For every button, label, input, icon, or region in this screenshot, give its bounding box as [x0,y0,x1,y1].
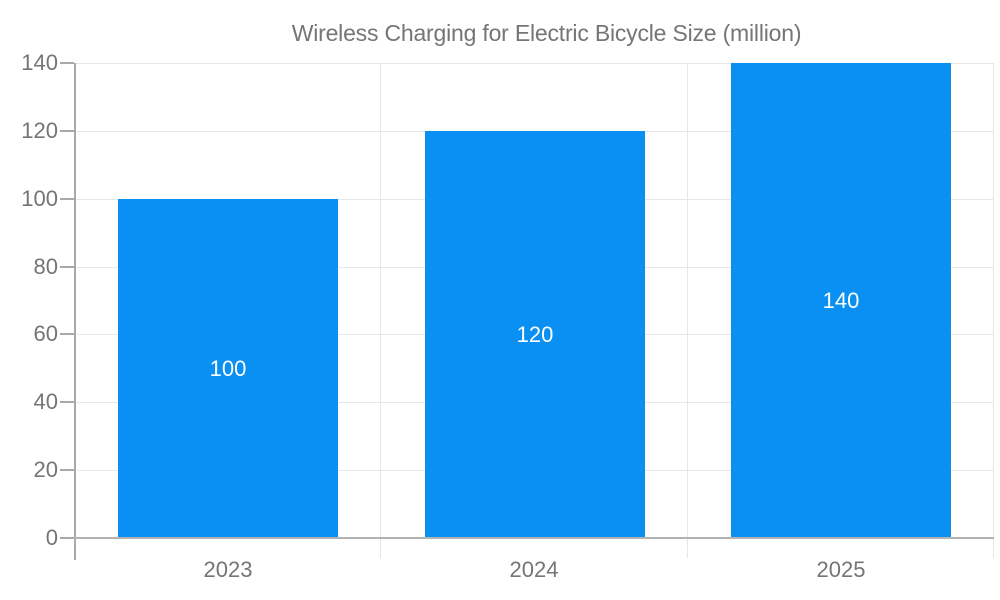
y-axis-line [74,63,76,560]
y-axis-label-80: 80 [33,254,58,279]
bar-2024[interactable]: 120 [425,131,645,538]
y-tick-0 [60,537,74,539]
bar-2025[interactable]: 140 [731,63,951,538]
gridline-y-140 [75,63,994,64]
y-axis-label-0: 0 [45,525,58,550]
gridline-x-2 [687,63,688,558]
y-axis-label-60: 60 [33,321,58,346]
chart-legend[interactable]: Wireless Charging for Electric Bicycle S… [0,20,1000,47]
y-tick-40 [60,401,74,403]
bar-2023[interactable]: 100 [118,199,338,538]
x-axis-label-2025: 2025 [816,557,866,582]
y-axis-label-40: 40 [33,389,58,414]
bar-value-label: 100 [209,356,247,381]
y-tick-80 [60,266,74,268]
x-axis-label-2023: 2023 [203,557,253,582]
y-tick-100 [60,198,74,200]
gridline-x-3 [993,63,994,558]
bar-value-label: 140 [822,288,860,313]
plot-area: 100 120 140 [75,63,994,558]
legend-swatch-icon [199,23,281,45]
bar-value-label: 120 [516,322,554,347]
x-axis-line [60,537,994,539]
x-axis-label-2024: 2024 [509,557,559,582]
y-tick-60 [60,333,74,335]
y-axis-label-100: 100 [21,186,58,211]
y-tick-120 [60,130,74,132]
legend-series-label: Wireless Charging for Electric Bicycle S… [291,20,802,46]
gridline-x-1 [380,63,381,558]
y-axis-label-120: 120 [21,118,58,143]
y-tick-140 [60,62,74,64]
y-axis-label-140: 140 [21,50,58,75]
y-tick-20 [60,469,74,471]
y-axis-label-20: 20 [33,457,58,482]
